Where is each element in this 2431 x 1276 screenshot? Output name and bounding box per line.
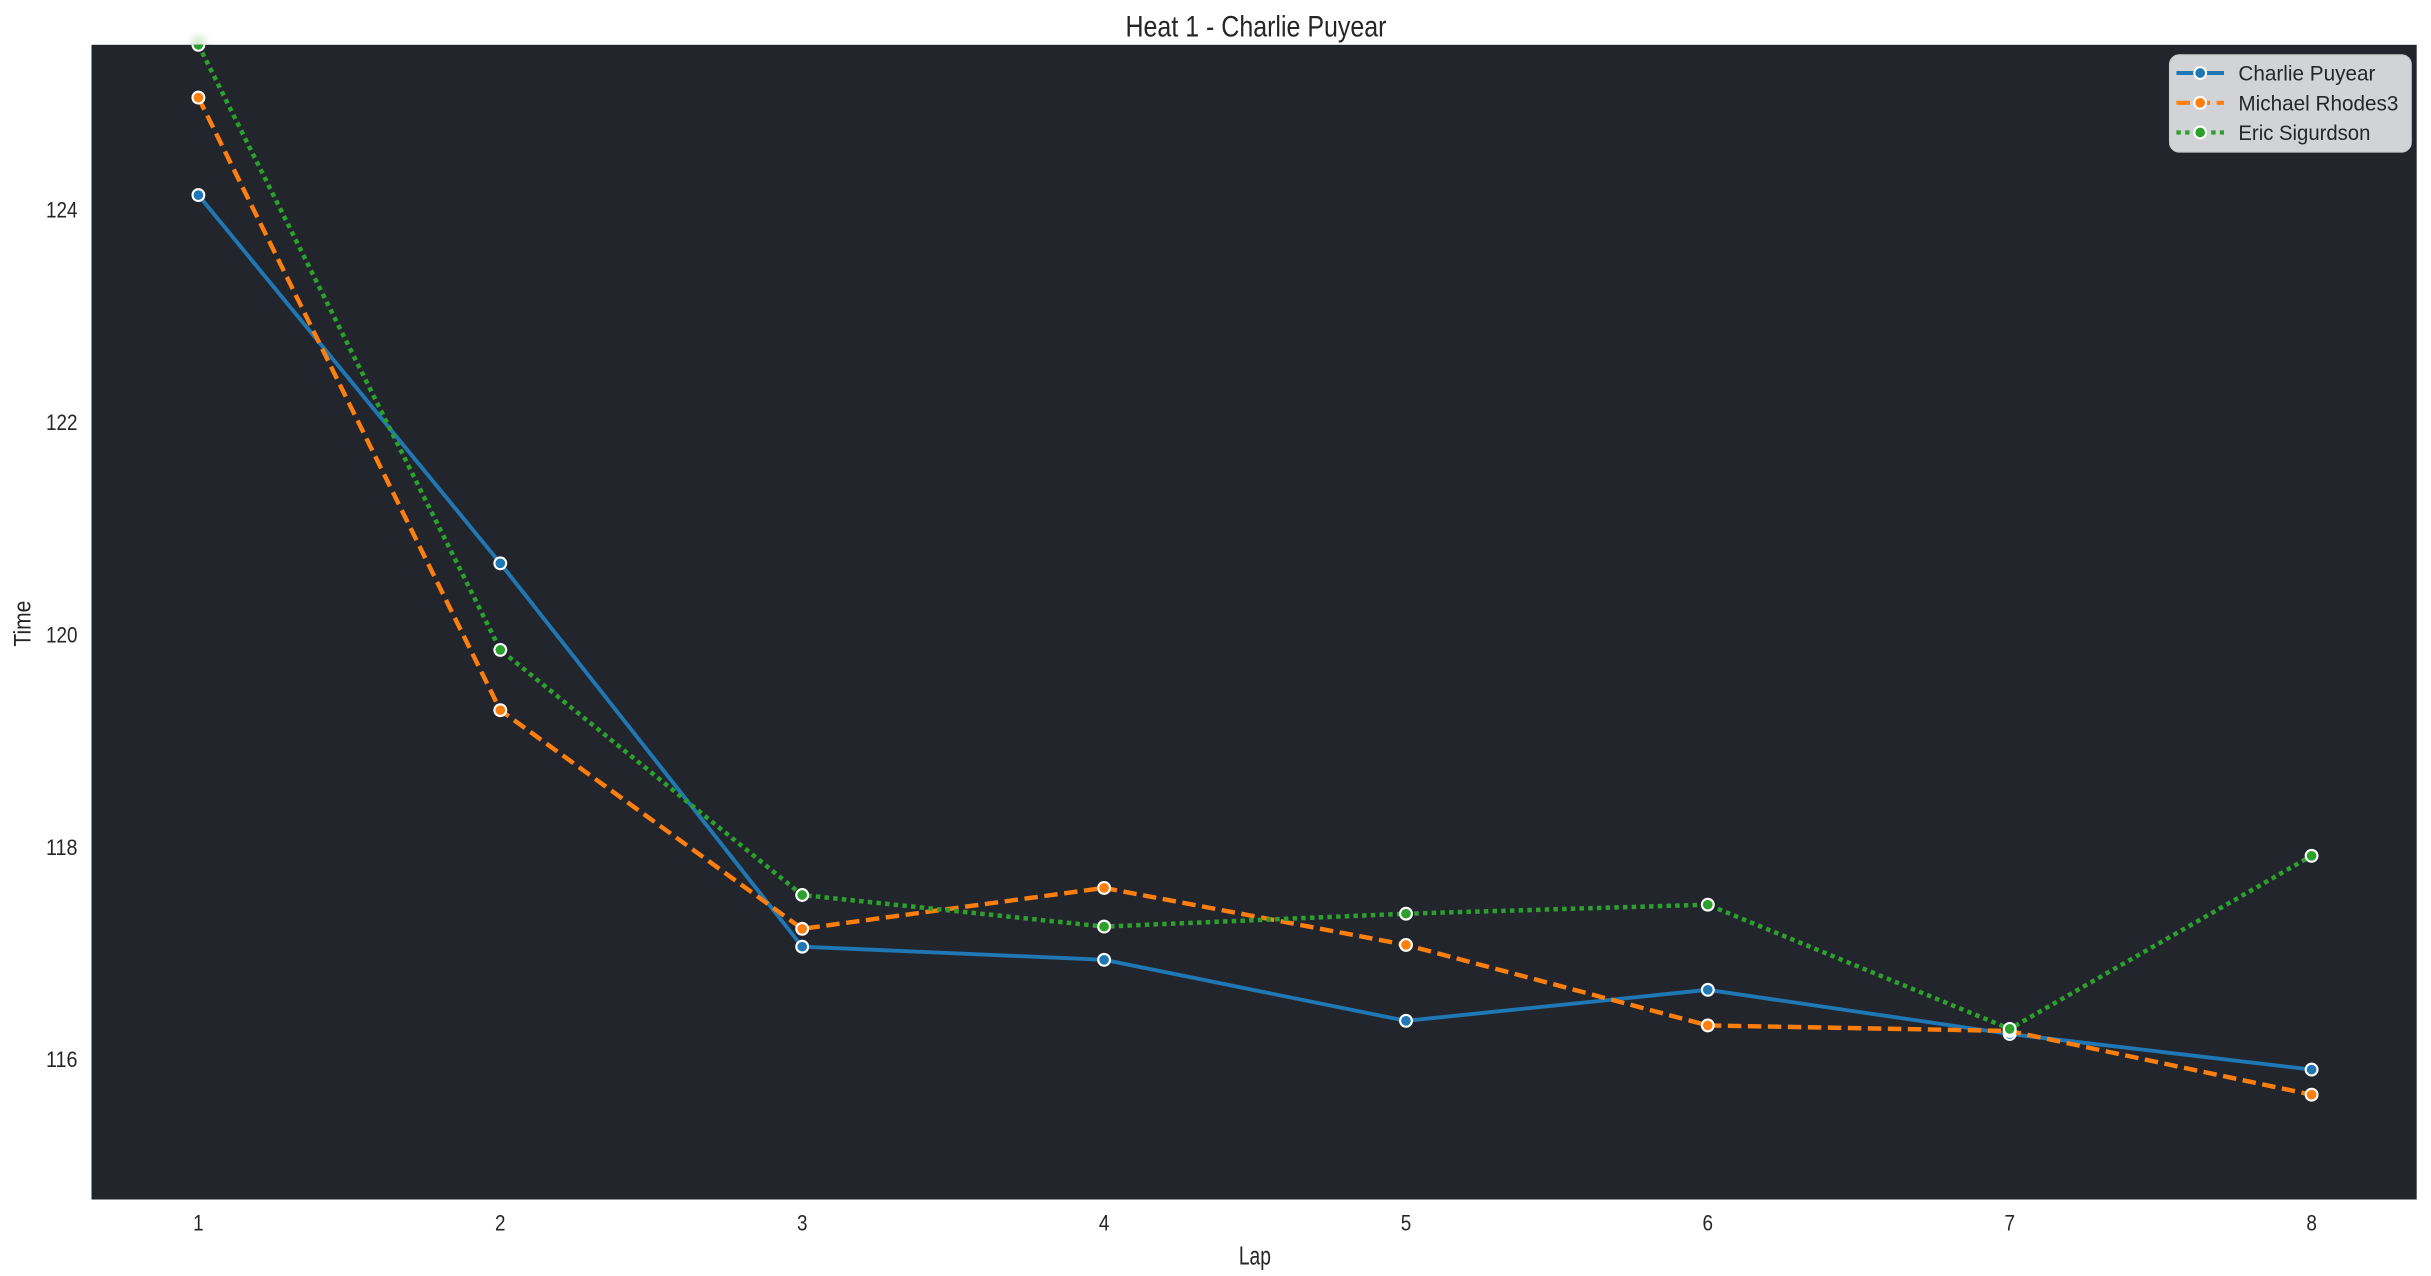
svg-text:Michael Rhodes3: Michael Rhodes3	[2238, 92, 2398, 115]
svg-text:Lap: Lap	[1239, 1241, 1271, 1271]
svg-text:Time: Time	[10, 601, 37, 647]
svg-text:118: 118	[46, 835, 78, 860]
svg-text:3: 3	[797, 1210, 808, 1235]
svg-text:4: 4	[1099, 1210, 1110, 1235]
svg-text:Heat 1 - Charlie Puyear: Heat 1 - Charlie Puyear	[1126, 10, 1387, 43]
svg-text:2: 2	[495, 1210, 506, 1235]
svg-text:124: 124	[46, 198, 78, 223]
svg-text:6: 6	[1703, 1210, 1714, 1235]
svg-text:8: 8	[2306, 1210, 2317, 1235]
svg-text:122: 122	[46, 410, 78, 435]
svg-text:Charlie Puyear: Charlie Puyear	[2238, 63, 2375, 86]
svg-text:120: 120	[46, 622, 78, 647]
svg-text:Eric Sigurdson: Eric Sigurdson	[2238, 122, 2370, 145]
svg-text:116: 116	[46, 1047, 78, 1072]
svg-text:7: 7	[2004, 1210, 2015, 1235]
svg-text:1: 1	[193, 1210, 204, 1235]
svg-text:5: 5	[1401, 1210, 1412, 1235]
